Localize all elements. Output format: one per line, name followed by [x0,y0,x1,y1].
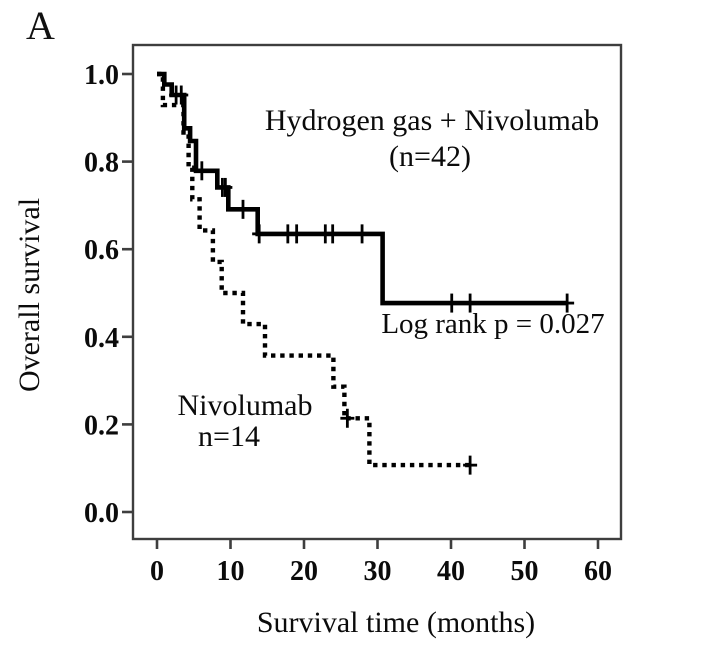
x-tick-label: 20 [290,556,318,587]
logrank-pvalue-label: Log rank p = 0.027 [381,308,604,340]
y-tick-label: 0.8 [84,148,119,179]
y-tick-label: 0.4 [84,323,119,354]
x-tick-label: 50 [511,556,539,587]
panel-label: A [26,3,55,48]
y-tick-label: 0.0 [84,498,119,529]
y-axis-title: Overall survival [13,198,46,392]
x-tick-label: 60 [584,556,612,587]
group1-label: Hydrogen gas + Nivolumab [265,104,599,137]
x-axis-title: Survival time (months) [257,606,535,639]
x-tick-label: 30 [364,556,392,587]
x-tick-label: 0 [150,556,164,587]
group1-n-label: (n=42) [389,140,471,173]
group2-n-label: n=14 [198,420,260,453]
group2-label: Nivolumab [178,389,313,422]
x-tick-label: 10 [217,556,245,587]
km-curve-nivolumab [157,71,471,468]
x-tick-label: 40 [437,556,465,587]
y-tick-label: 0.6 [84,235,119,266]
y-tick-label: 1.0 [84,60,119,91]
plot-layer: 0 10 20 30 40 50 60 0.0 0.2 0.4 0.6 0.8 1.0 [84,43,623,587]
y-tick-label: 0.2 [84,410,119,441]
km-curve-hydrogen-nivolumab [157,71,568,306]
